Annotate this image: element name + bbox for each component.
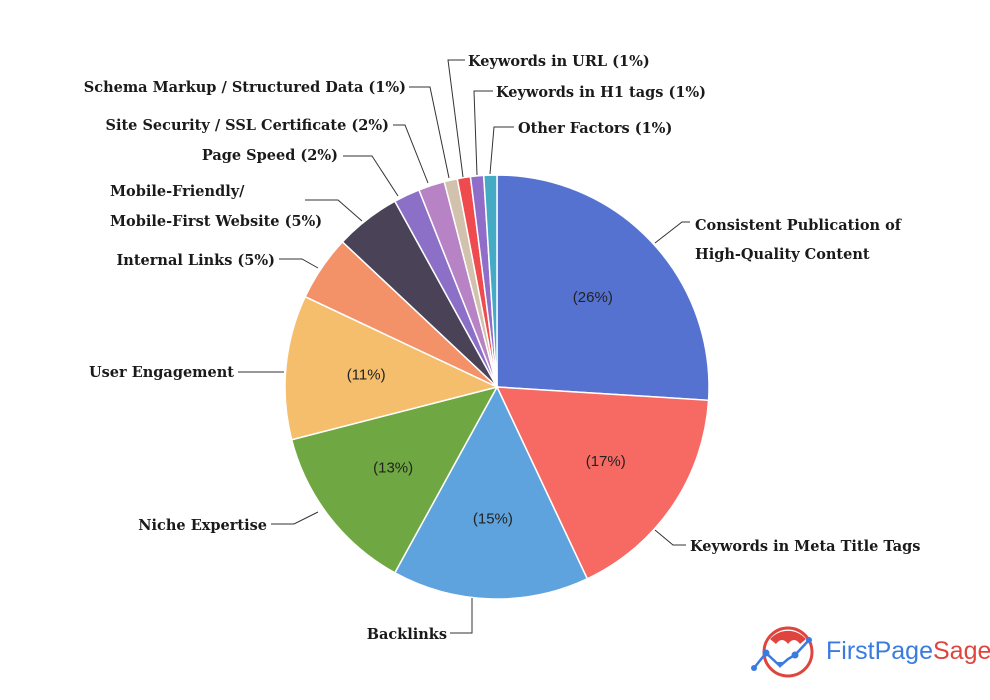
pie-slice [284,295,500,441]
pie-slice [495,386,710,580]
heart-chart-icon [751,626,814,678]
leader-line [473,90,493,176]
pie-slice [393,385,589,600]
pie-slice [290,385,499,574]
slice-label: Schema Markup / Structured Data (1%) [84,79,406,96]
leader-line [305,199,363,222]
slice-label: High-Quality Content [695,246,870,263]
leader-lines [238,59,690,634]
brand-name-first: FirstPage [826,637,933,665]
leader-line [447,59,465,178]
slice-percent-label: (11%) [347,367,386,384]
slice-label: Page Speed (2%) [202,147,338,164]
slice-label: Consistent Publication of [695,217,903,234]
slice-label: User Engagement [89,364,234,381]
slice-percent-label: (13%) [373,460,413,477]
leader-line [279,258,319,269]
firstpagesage-logo: FirstPageSage [748,622,990,682]
leader-line [393,124,429,184]
leader-line [654,221,690,244]
leader-line [654,529,686,546]
pie-slice [496,174,710,402]
pie-slices [284,174,710,600]
slice-label: Site Security / SSL Certificate (2%) [106,117,390,134]
slice-label: Niche Expertise [138,517,267,534]
leader-line [409,86,450,179]
slice-label: Keywords in Meta Title Tags [690,538,920,555]
slice-label: Other Factors (1%) [518,120,672,137]
slice-percent-label: (17%) [586,453,626,470]
slice-label: Keywords in URL (1%) [468,53,650,70]
slice-label: Keywords in H1 tags (1%) [496,84,706,101]
leader-line [271,511,319,525]
slice-percent-label: (15%) [473,510,513,527]
slice-percent-label: (26%) [573,289,613,306]
brand-name-second: Sage [932,637,990,665]
slice-label: Backlinks [367,626,447,643]
leader-line [489,126,514,175]
slice-labels: Consistent Publication of High-Quality Co… [84,53,921,643]
slice-label: Mobile-Friendly/ [110,183,245,200]
leader-line [450,598,473,634]
leader-line [343,155,399,197]
brand-name: FirstPageSage [826,637,990,666]
slice-label: Mobile-First Website (5%) [110,213,322,230]
slice-label: Internal Links (5%) [117,252,275,269]
pie-slice [482,174,498,388]
slice-percent-labels: (26%) (17%) (15%) (13%) (11%) [347,289,626,527]
